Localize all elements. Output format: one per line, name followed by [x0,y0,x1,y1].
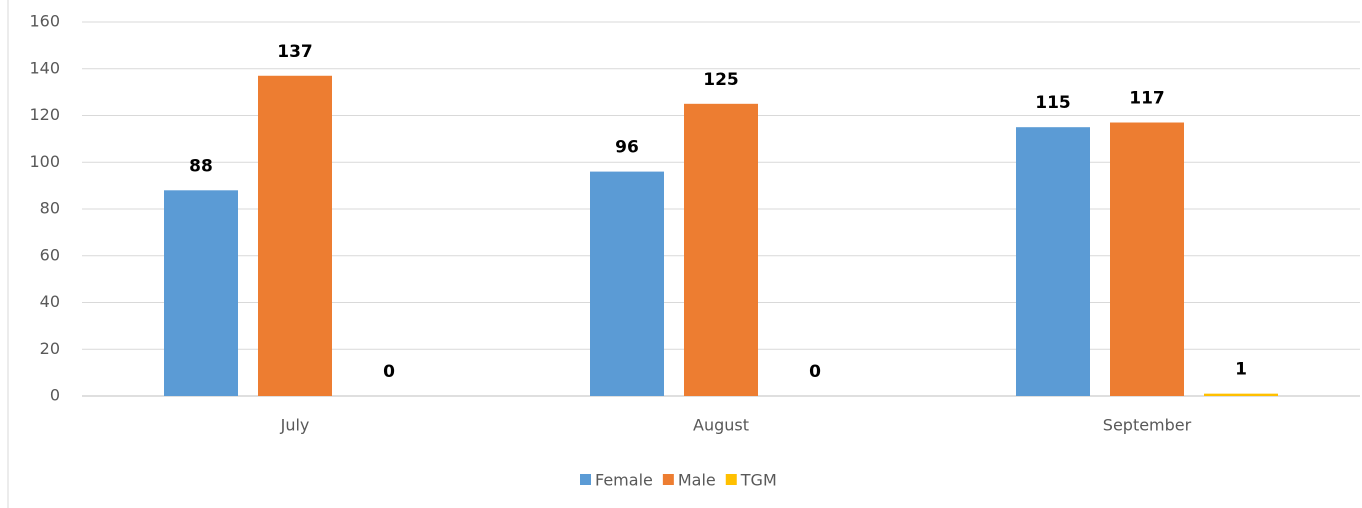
y-tick-label: 40 [40,292,60,311]
y-tick-label: 120 [29,105,60,124]
legend-label: Male [678,471,716,490]
x-tick-label: September [1103,416,1192,435]
bar [590,171,664,396]
legend-label: TGM [740,471,777,490]
value-label: 88 [189,156,213,176]
y-tick-label: 100 [29,152,60,171]
legend-swatch [580,474,591,485]
y-tick-label: 140 [29,58,60,77]
bar [684,103,758,396]
bar [258,75,332,396]
value-label: 137 [277,42,313,62]
legend-swatch [725,474,737,485]
y-tick-label: 0 [50,386,60,405]
bar [1204,393,1278,396]
value-label: 125 [703,70,739,90]
legend-label: Female [595,471,653,490]
y-tick-label: 20 [40,339,60,358]
bar [1016,127,1090,396]
value-label: 0 [383,362,395,382]
value-label: 117 [1129,89,1165,109]
value-label: 0 [809,362,821,382]
y-tick-label: 160 [29,12,60,31]
value-label: 1 [1235,360,1247,380]
bar [164,190,238,396]
bar [1110,122,1184,396]
y-tick-label: 80 [40,199,60,218]
y-tick-label: 60 [40,245,60,264]
value-label: 115 [1035,93,1071,113]
legend-swatch [662,474,674,485]
x-tick-label: August [693,416,749,435]
value-label: 96 [615,138,639,158]
x-tick-label: July [280,416,310,435]
